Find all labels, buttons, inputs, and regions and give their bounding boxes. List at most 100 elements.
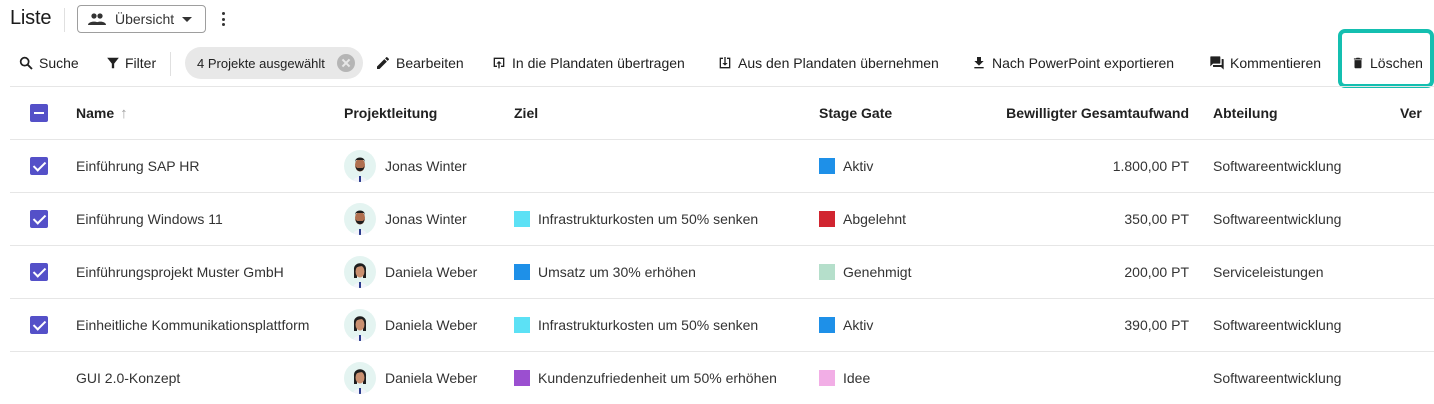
project-lead-name: Daniela Weber bbox=[385, 370, 478, 386]
stage-color-swatch bbox=[819, 264, 835, 280]
stage-gate-text: Aktiv bbox=[843, 158, 874, 174]
selection-chip-label: 4 Projekte ausgewählt bbox=[197, 55, 325, 71]
filter-label: Filter bbox=[125, 55, 157, 71]
column-header-department[interactable]: Abteilung bbox=[1213, 105, 1278, 121]
department: Serviceleistungen bbox=[1213, 264, 1324, 280]
row-checkbox[interactable] bbox=[30, 316, 48, 334]
delete-button[interactable]: Löschen bbox=[1351, 40, 1423, 86]
export-powerpoint-label: Nach PowerPoint exportieren bbox=[992, 55, 1175, 71]
project-lead-name: Daniela Weber bbox=[385, 264, 478, 280]
approved-effort bbox=[990, 352, 1189, 404]
avatar bbox=[344, 150, 376, 182]
divider bbox=[64, 8, 65, 32]
stage-gate: Aktiv bbox=[819, 140, 873, 192]
column-header-goal[interactable]: Ziel bbox=[514, 105, 539, 121]
selection-chip: 4 Projekte ausgewählt bbox=[185, 47, 363, 79]
project-name[interactable]: GUI 2.0-Konzept bbox=[76, 370, 181, 386]
row-checkbox[interactable] bbox=[30, 157, 48, 175]
column-header-stage[interactable]: Stage Gate bbox=[819, 105, 893, 121]
stage-color-swatch bbox=[819, 370, 835, 386]
row-checkbox[interactable] bbox=[30, 210, 48, 228]
comment-button[interactable]: Kommentieren bbox=[1209, 40, 1321, 86]
upload-box-icon bbox=[493, 57, 505, 69]
edit-button[interactable]: Bearbeiten bbox=[375, 40, 464, 86]
approved-effort: 1.800,00 PT bbox=[1112, 158, 1189, 174]
goal-color-swatch bbox=[514, 264, 530, 280]
stage-gate-text: Aktiv bbox=[843, 317, 874, 333]
table-row[interactable]: Einheitliche Kommunikationsplattform Dan… bbox=[10, 298, 1434, 351]
row-checkbox[interactable] bbox=[30, 263, 48, 281]
from-plan-button[interactable]: Aus den Plandaten übernehmen bbox=[717, 40, 939, 86]
to-plan-label: In die Plandaten übertragen bbox=[512, 55, 685, 71]
page-title: Liste bbox=[10, 7, 52, 29]
project-table: Name ↑ Projektleitung Ziel Stage Gate Bew… bbox=[10, 86, 1434, 404]
avatar bbox=[344, 309, 376, 341]
search-icon bbox=[19, 56, 33, 70]
approved-effort: 390,00 PT bbox=[1124, 317, 1189, 333]
comments-icon bbox=[1210, 56, 1224, 70]
table-row[interactable]: GUI 2.0-Konzept Daniela Weber Kundenzufr… bbox=[10, 351, 1434, 404]
goal-color-swatch bbox=[514, 317, 530, 333]
project-lead: Jonas Winter bbox=[344, 193, 467, 245]
goal-color-swatch bbox=[514, 370, 530, 386]
project-goal-text: Infrastrukturkosten um 50% senken bbox=[538, 211, 759, 227]
view-select-value: Übersicht bbox=[115, 11, 175, 27]
filter-button[interactable]: Filter bbox=[106, 40, 156, 86]
column-header-ver[interactable]: Ver bbox=[1400, 105, 1422, 121]
column-header-lead[interactable]: Projektleitung bbox=[344, 105, 438, 121]
stage-gate-text: Abgelehnt bbox=[843, 211, 907, 227]
project-lead: Daniela Weber bbox=[344, 352, 477, 404]
download-box-icon bbox=[719, 57, 731, 69]
project-lead: Daniela Weber bbox=[344, 246, 477, 298]
stage-color-swatch bbox=[819, 211, 835, 227]
approved-effort: 350,00 PT bbox=[1124, 211, 1189, 227]
stage-gate: Idee bbox=[819, 352, 870, 404]
column-header-effort[interactable]: Bewilligter Gesamtaufwand bbox=[1006, 105, 1189, 121]
department: Softwareentwicklung bbox=[1213, 211, 1342, 227]
table-header-row: Name ↑ Projektleitung Ziel Stage Gate Bew… bbox=[10, 86, 1434, 139]
table-row[interactable]: Einführung SAP HR Jonas Winter Aktiv 1.8… bbox=[10, 139, 1434, 192]
to-plan-button[interactable]: In die Plandaten übertragen bbox=[491, 40, 685, 86]
select-all-checkbox[interactable] bbox=[30, 104, 48, 122]
view-select[interactable]: Übersicht bbox=[77, 5, 206, 33]
project-lead: Jonas Winter bbox=[344, 140, 467, 192]
table-row[interactable]: Einführungsprojekt Muster GmbH Daniela W… bbox=[10, 245, 1434, 298]
project-goal: Infrastrukturkosten um 50% senken bbox=[514, 299, 758, 351]
more-vert-icon[interactable] bbox=[216, 10, 230, 28]
department: Softwareentwicklung bbox=[1213, 370, 1342, 386]
project-name[interactable]: Einführungsprojekt Muster GmbH bbox=[76, 264, 284, 280]
edit-label: Bearbeiten bbox=[396, 55, 464, 71]
stage-gate: Genehmigt bbox=[819, 246, 911, 298]
avatar bbox=[344, 203, 376, 235]
row-checkbox[interactable] bbox=[30, 369, 48, 387]
goal-color-swatch bbox=[514, 211, 530, 227]
pencil-icon bbox=[377, 56, 389, 69]
department: Softwareentwicklung bbox=[1213, 317, 1342, 333]
delete-label: Löschen bbox=[1370, 55, 1423, 71]
column-header-name[interactable]: Name ↑ bbox=[76, 104, 128, 122]
trash-icon bbox=[1353, 57, 1363, 69]
project-name[interactable]: Einführung SAP HR bbox=[76, 158, 200, 174]
from-plan-label: Aus den Plandaten übernehmen bbox=[738, 55, 939, 71]
project-name[interactable]: Einführung Windows 11 bbox=[76, 211, 223, 227]
toolbar: Suche Filter 4 Projekte ausgewählt Bearb… bbox=[0, 40, 1434, 86]
clear-icon[interactable] bbox=[337, 54, 355, 72]
stage-gate-text: Idee bbox=[843, 370, 871, 386]
stage-gate: Abgelehnt bbox=[819, 193, 906, 245]
search-button[interactable]: Suche bbox=[18, 40, 79, 86]
export-powerpoint-button[interactable]: Nach PowerPoint exportieren bbox=[971, 40, 1174, 86]
project-name[interactable]: Einheitliche Kommunikationsplattform bbox=[76, 317, 310, 333]
search-label: Suche bbox=[39, 55, 79, 71]
project-lead-name: Jonas Winter bbox=[385, 158, 467, 174]
comment-label: Kommentieren bbox=[1230, 55, 1322, 71]
project-goal: Kundenzufriedenheit um 50% erhöhen bbox=[514, 352, 777, 404]
project-goal-text: Kundenzufriedenheit um 50% erhöhen bbox=[538, 370, 777, 386]
divider bbox=[170, 52, 171, 76]
avatar bbox=[344, 256, 376, 288]
table-row[interactable]: Einführung Windows 11 Jonas Winter Infra… bbox=[10, 192, 1434, 245]
sort-ascending-icon: ↑ bbox=[120, 104, 128, 122]
project-goal: Infrastrukturkosten um 50% senken bbox=[514, 193, 758, 245]
project-lead-name: Daniela Weber bbox=[385, 317, 478, 333]
stage-color-swatch bbox=[819, 317, 835, 333]
stage-gate-text: Genehmigt bbox=[843, 264, 912, 280]
